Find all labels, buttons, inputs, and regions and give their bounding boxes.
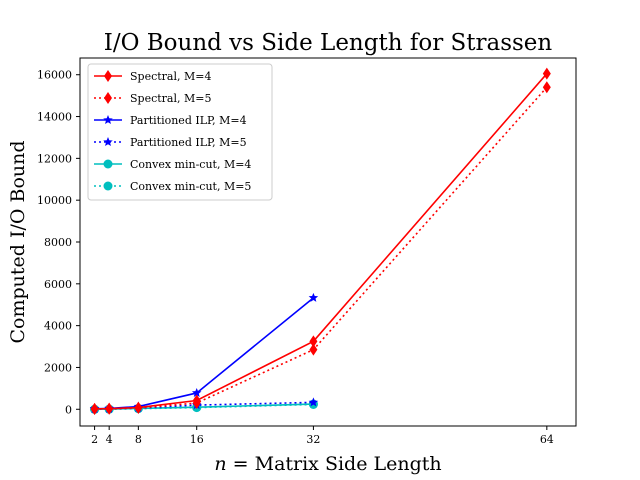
axes: 2 4 8 16 32 64 0 2000 4000 6000 8000 10000 12000 1400… <box>37 69 554 446</box>
x-axis-label-text: = Matrix Side Length <box>227 453 442 475</box>
y-tick-label: 14000 <box>37 111 72 124</box>
data-point <box>191 387 202 398</box>
data-point <box>308 292 319 302</box>
data-point <box>308 397 319 407</box>
x-axis-variable: n <box>214 453 226 475</box>
legend: Spectral, M=4 Spectral, M=5 Partitioned IL… <box>87 63 273 201</box>
legend-item: Spectral, M=5 <box>94 92 211 105</box>
y-tick-label: 0 <box>65 403 72 416</box>
chart-title: I/O Bound vs Side Length for Strassen <box>104 30 553 56</box>
data-point <box>192 394 201 407</box>
legend-label: Spectral, M=5 <box>130 92 211 105</box>
data-point <box>309 343 318 356</box>
x-tick-label: 16 <box>190 433 204 446</box>
x-tick-label: 4 <box>106 433 113 446</box>
x-tick-label: 64 <box>540 433 554 446</box>
legend-label: Convex min-cut, M=5 <box>130 180 251 193</box>
legend-item: Partitioned ILP, M=4 <box>94 114 247 127</box>
x-tick-label: 32 <box>306 433 320 446</box>
legend-item: Spectral, M=4 <box>94 70 211 83</box>
series-0 <box>90 67 551 415</box>
x-tick-label: 2 <box>91 433 98 446</box>
y-axis-label: Computed I/O Bound <box>7 140 29 343</box>
y-tick-label: 2000 <box>44 361 72 374</box>
y-tick-label: 10000 <box>37 194 72 207</box>
y-tick-label: 6000 <box>44 278 72 291</box>
legend-label: Partitioned ILP, M=5 <box>130 136 247 149</box>
x-axis-label: n = Matrix Side Length <box>214 453 441 475</box>
data-point <box>90 402 99 415</box>
series-2 <box>89 292 319 413</box>
legend-marker <box>103 115 113 125</box>
legend-marker <box>104 70 112 82</box>
x-tick-label: 8 <box>135 433 142 446</box>
legend-label: Convex min-cut, M=4 <box>130 158 251 171</box>
legend-item: Convex min-cut, M=5 <box>94 180 251 193</box>
legend-label: Spectral, M=4 <box>130 70 211 83</box>
data-point <box>134 401 143 414</box>
data-point <box>542 67 551 80</box>
legend-marker <box>103 159 113 169</box>
y-tick-label: 8000 <box>44 236 72 249</box>
plot-area <box>89 67 551 415</box>
legend-label: Partitioned ILP, M=4 <box>130 114 247 127</box>
legend-item: Partitioned ILP, M=5 <box>94 136 247 149</box>
legend-box <box>87 63 273 201</box>
data-point <box>542 81 551 94</box>
data-point <box>105 402 114 415</box>
legend-marker <box>103 181 113 191</box>
series-line <box>94 297 314 410</box>
y-tick-label: 4000 <box>44 320 72 333</box>
series-line <box>94 401 314 410</box>
data-point <box>309 335 318 348</box>
legend-marker <box>103 137 113 147</box>
y-tick-label: 16000 <box>37 69 72 82</box>
legend-marker <box>104 92 112 104</box>
y-tick-label: 12000 <box>37 152 72 165</box>
legend-item: Convex min-cut, M=4 <box>94 158 251 171</box>
series-4 <box>90 399 318 414</box>
